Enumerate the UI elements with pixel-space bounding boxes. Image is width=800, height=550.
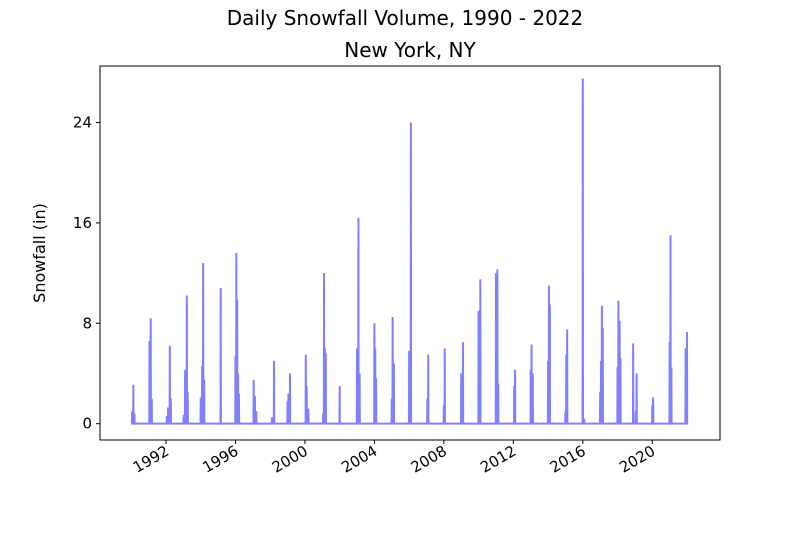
x-tick-label: 2000 bbox=[269, 442, 311, 477]
x-tick-label: 2008 bbox=[408, 442, 450, 477]
y-tick-label: 8 bbox=[82, 314, 92, 332]
x-tick-label: 2020 bbox=[616, 442, 658, 477]
chart-title: Daily Snowfall Volume, 1990 - 2022 bbox=[227, 6, 584, 30]
x-tick-label: 2016 bbox=[547, 442, 589, 477]
plot-frame bbox=[99, 65, 721, 441]
x-tick-label: 2004 bbox=[338, 442, 380, 477]
x-tick-label: 2012 bbox=[477, 442, 519, 477]
x-axis: 1992 1996 2000 2004 2008 2012 2016 2020 bbox=[130, 440, 658, 477]
y-axis: 0 8 16 24 bbox=[73, 113, 100, 433]
y-tick-label: 16 bbox=[73, 214, 92, 232]
series-group bbox=[130, 78, 689, 425]
y-axis-label: Snowfall (in) bbox=[30, 203, 49, 303]
y-tick-label: 0 bbox=[82, 415, 92, 433]
x-tick-label: 1992 bbox=[130, 442, 172, 477]
snowfall-series-line bbox=[130, 78, 689, 425]
x-tick-label: 1996 bbox=[199, 442, 241, 477]
plot-area bbox=[99, 65, 721, 441]
y-tick-label: 24 bbox=[73, 113, 92, 131]
chart-subtitle: New York, NY bbox=[344, 38, 476, 62]
